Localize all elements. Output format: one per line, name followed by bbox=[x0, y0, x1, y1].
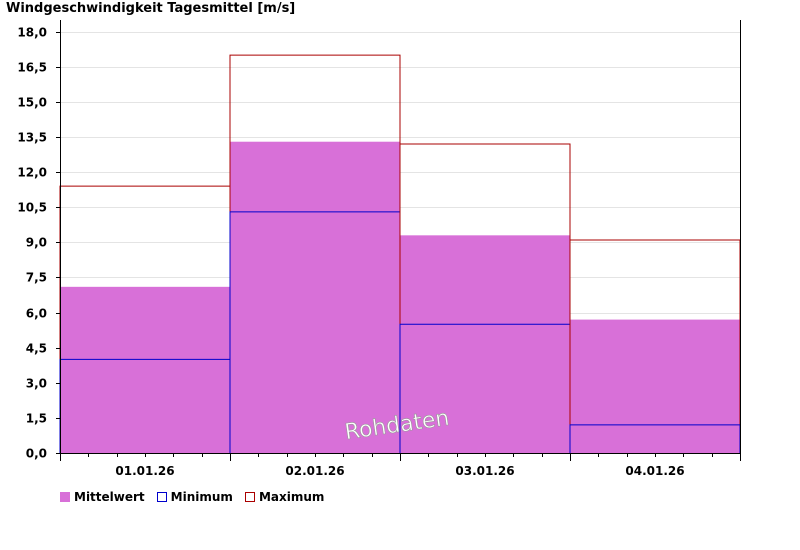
legend-item-minimum: Minimum bbox=[156, 490, 233, 504]
y-tick-labels: 0,0 1,5 3,0 4,5 6,0 7,5 9,0 10,5 12,0 13,5 15,0 16,… bbox=[17, 26, 47, 461]
bar-mittelwert bbox=[60, 286, 230, 453]
y-tick-label: 10,5 bbox=[17, 201, 47, 215]
legend-swatch-mittelwert bbox=[60, 492, 70, 502]
y-tick-label: 6,0 bbox=[26, 307, 47, 321]
y-tick-label: 12,0 bbox=[17, 166, 47, 180]
y-tick-label: 18,0 bbox=[17, 26, 47, 40]
x-tick-label: 04.01.26 bbox=[625, 464, 684, 478]
legend-item-maximum: Maximum bbox=[244, 490, 325, 504]
bar-mittelwert bbox=[400, 235, 570, 453]
y-tick-label: 0,0 bbox=[26, 447, 47, 461]
legend-swatch-minimum bbox=[156, 492, 167, 502]
y-tick-label: 4,5 bbox=[26, 342, 47, 356]
x-tick-label: 02.01.26 bbox=[285, 464, 344, 478]
chart-title: Windgeschwindigkeit Tagesmittel [m/s] bbox=[6, 1, 296, 16]
y-tick-label: 3,0 bbox=[26, 377, 47, 391]
y-tick-label: 1,5 bbox=[26, 412, 47, 426]
y-tick-label: 7,5 bbox=[26, 271, 47, 285]
bar-mittelwert bbox=[570, 319, 740, 453]
legend: Mittelwert Minimum Maximum bbox=[60, 490, 324, 504]
bars bbox=[59, 54, 741, 453]
legend-label-mittelwert: Mittelwert bbox=[74, 490, 145, 504]
legend-item-mittelwert: Mittelwert bbox=[60, 490, 145, 504]
y-tick-label: 13,5 bbox=[17, 131, 47, 145]
y-tick-label: 9,0 bbox=[26, 236, 47, 250]
axes bbox=[56, 20, 741, 461]
y-tick-label: 16,5 bbox=[17, 61, 47, 75]
x-tick-label: 01.01.26 bbox=[115, 464, 174, 478]
x-tick-label: 03.01.26 bbox=[455, 464, 514, 478]
y-tick-label: 15,0 bbox=[17, 96, 47, 110]
bar-mittelwert bbox=[230, 141, 400, 453]
x-tick-labels: 01.01.26 02.01.26 03.01.26 04.01.26 bbox=[115, 464, 684, 478]
legend-label-maximum: Maximum bbox=[258, 490, 325, 504]
legend-label-minimum: Minimum bbox=[170, 490, 233, 504]
legend-swatch-maximum bbox=[244, 492, 255, 502]
